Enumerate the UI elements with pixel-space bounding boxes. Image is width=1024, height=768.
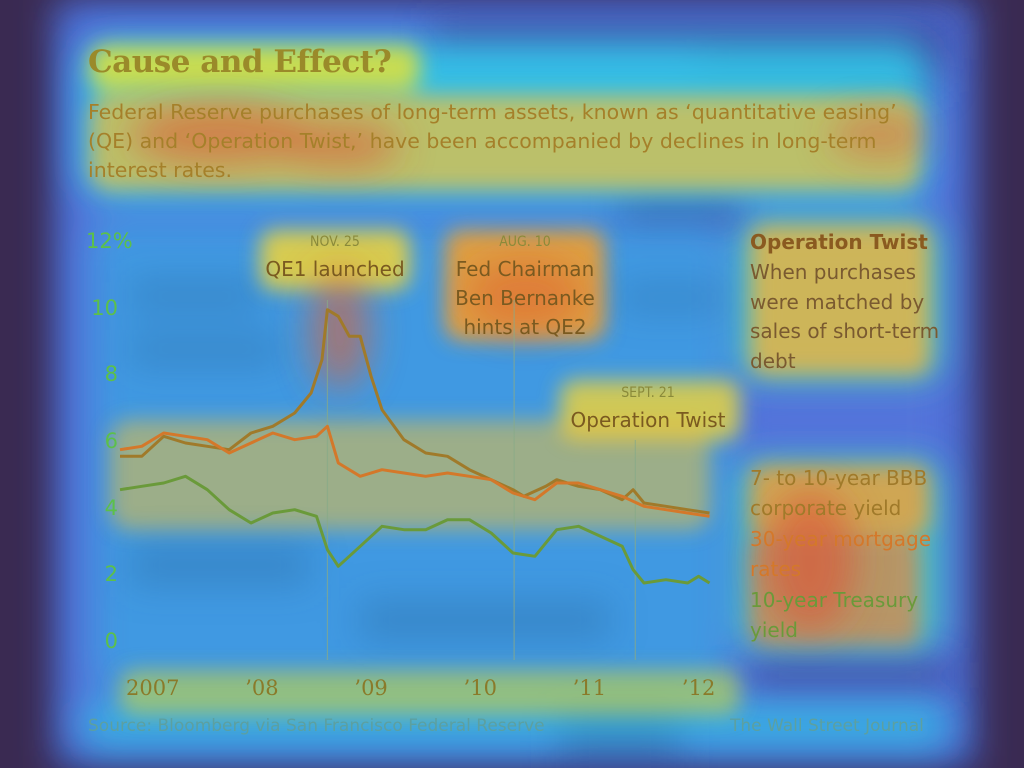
publisher-credit: The Wall Street Journal xyxy=(730,716,924,736)
series-line-3 xyxy=(119,474,711,585)
annotation-text-qe1: QE1 launched xyxy=(265,257,405,281)
series-line-1 xyxy=(120,308,710,515)
chart-subtitle: Federal Reserve purchases of long-term a… xyxy=(88,100,897,182)
x-tick-label: ’09 xyxy=(354,676,388,700)
sidebar-twist-title: Operation Twist xyxy=(750,230,928,254)
y-tick-label: 6 xyxy=(104,429,118,453)
x-tick-label: 2007 xyxy=(126,676,180,700)
x-tick-label: ’11 xyxy=(572,676,607,700)
y-tick-label: 0 xyxy=(104,629,118,653)
y-tick-label: 10 xyxy=(91,295,118,320)
y-tick-label: 4 xyxy=(104,495,118,520)
annotation-date-twist: SEPT. 21 xyxy=(621,385,675,401)
y-tick-label: 2 xyxy=(104,562,118,587)
legend-treasury: 10-year Treasury yield xyxy=(750,588,919,642)
y-tick-label: 12% xyxy=(86,229,133,253)
legend-mortgage: 30-year mortgage rates xyxy=(750,527,932,581)
x-tick-label: ’12 xyxy=(681,676,716,700)
x-tick-label: ’08 xyxy=(245,676,279,700)
annotation-date-qe2: AUG. 10 xyxy=(499,234,551,250)
series-line-2 xyxy=(119,424,710,518)
chart-title: Cause and Effect? xyxy=(88,44,392,80)
annotation-text-qe2: Fed Chairman Ben Bernanke hints at QE2 xyxy=(455,257,595,339)
y-tick-label: 8 xyxy=(104,362,118,387)
annotation-text-twist: Operation Twist xyxy=(570,408,726,432)
sidebar-twist-desc: When purchases were matched by sales of … xyxy=(750,260,940,373)
source-note: Source: Bloomberg via San Francisco Fede… xyxy=(88,716,545,736)
x-tick-label: ’10 xyxy=(463,676,497,700)
legend-bbb: 7- to 10-year BBB corporate yield xyxy=(750,466,928,520)
annotation-date-qe1: NOV. 25 xyxy=(310,234,360,250)
